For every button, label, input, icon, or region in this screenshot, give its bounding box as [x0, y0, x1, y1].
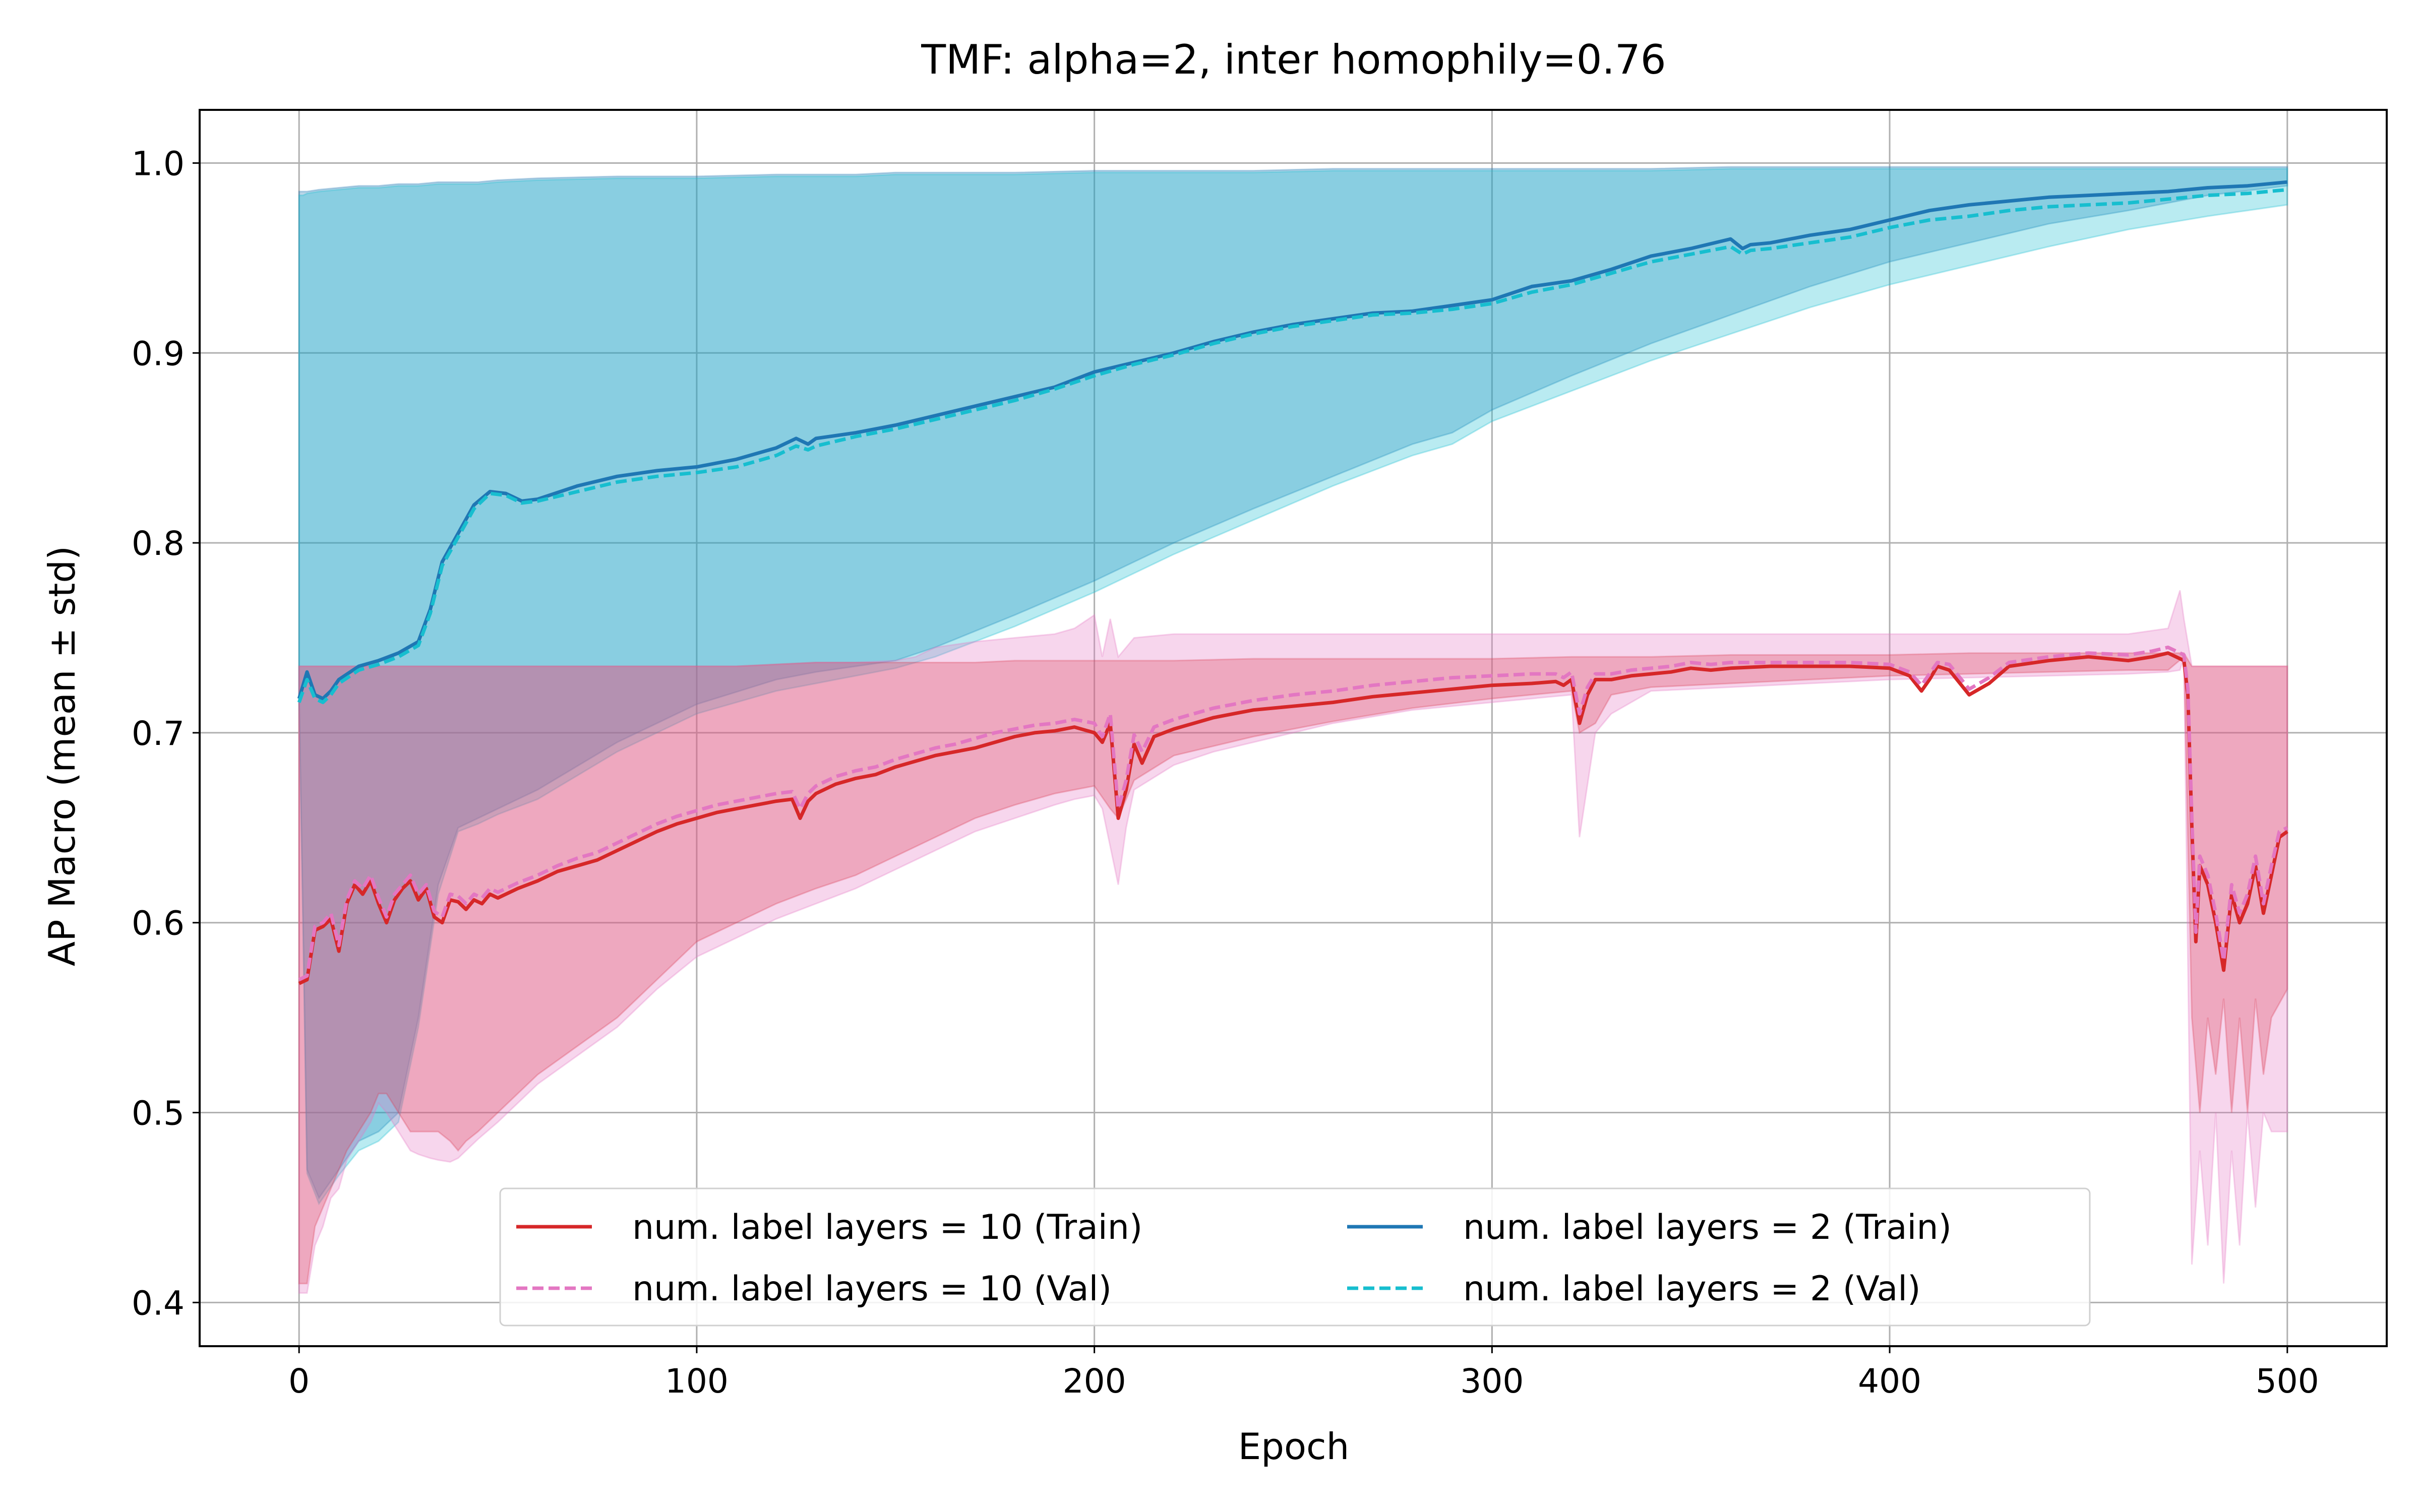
legend-label: num. label layers = 10 (Train) [632, 1208, 1142, 1247]
plot-area [199, 109, 2388, 1347]
std-band [298, 166, 2288, 1200]
x-axis: 0 100 200 300 400 500 [288, 1346, 2319, 1401]
y-tick-label: 0.7 [132, 714, 185, 753]
std-band [298, 590, 2288, 1294]
x-tick-label: 400 [1858, 1362, 1921, 1401]
legend-box [499, 1187, 2091, 1327]
y-tick-label: 0.9 [132, 334, 185, 373]
y-tick-label: 0.8 [132, 524, 185, 563]
x-tick-label: 300 [1460, 1362, 1524, 1401]
legend-label: num. label layers = 2 (Train) [1463, 1208, 1952, 1247]
y-tick-label: 0.5 [132, 1094, 185, 1133]
x-tick-label: 0 [288, 1362, 310, 1401]
series-line [298, 645, 2288, 981]
legend-label: num. label layers = 2 (Val) [1463, 1269, 1921, 1309]
chart-title: TMF: alpha=2, inter homophily=0.76 [921, 36, 1666, 83]
legend: num. label layers = 10 (Train) num. label… [499, 1187, 2091, 1327]
y-tick-label: 0.6 [132, 904, 185, 943]
std-band [298, 168, 2288, 1206]
legend-label: num. label layers = 10 (Val) [632, 1269, 1112, 1309]
x-axis-label: Epoch [1238, 1425, 1349, 1468]
plot-frame [199, 109, 2388, 1347]
y-tick-label: 0.4 [132, 1284, 185, 1322]
series-line [297, 187, 2288, 705]
x-tick-label: 100 [665, 1362, 729, 1401]
series-lines [297, 180, 2288, 985]
x-tick-label: 500 [2256, 1362, 2319, 1401]
y-tick-label: 1.0 [132, 145, 185, 183]
x-tick-label: 200 [1063, 1362, 1126, 1401]
y-axis-label: AP Macro (mean ± std) [41, 546, 83, 966]
y-axis: 0.4 0.5 0.6 0.7 0.8 0.9 1.0 [132, 145, 200, 1322]
